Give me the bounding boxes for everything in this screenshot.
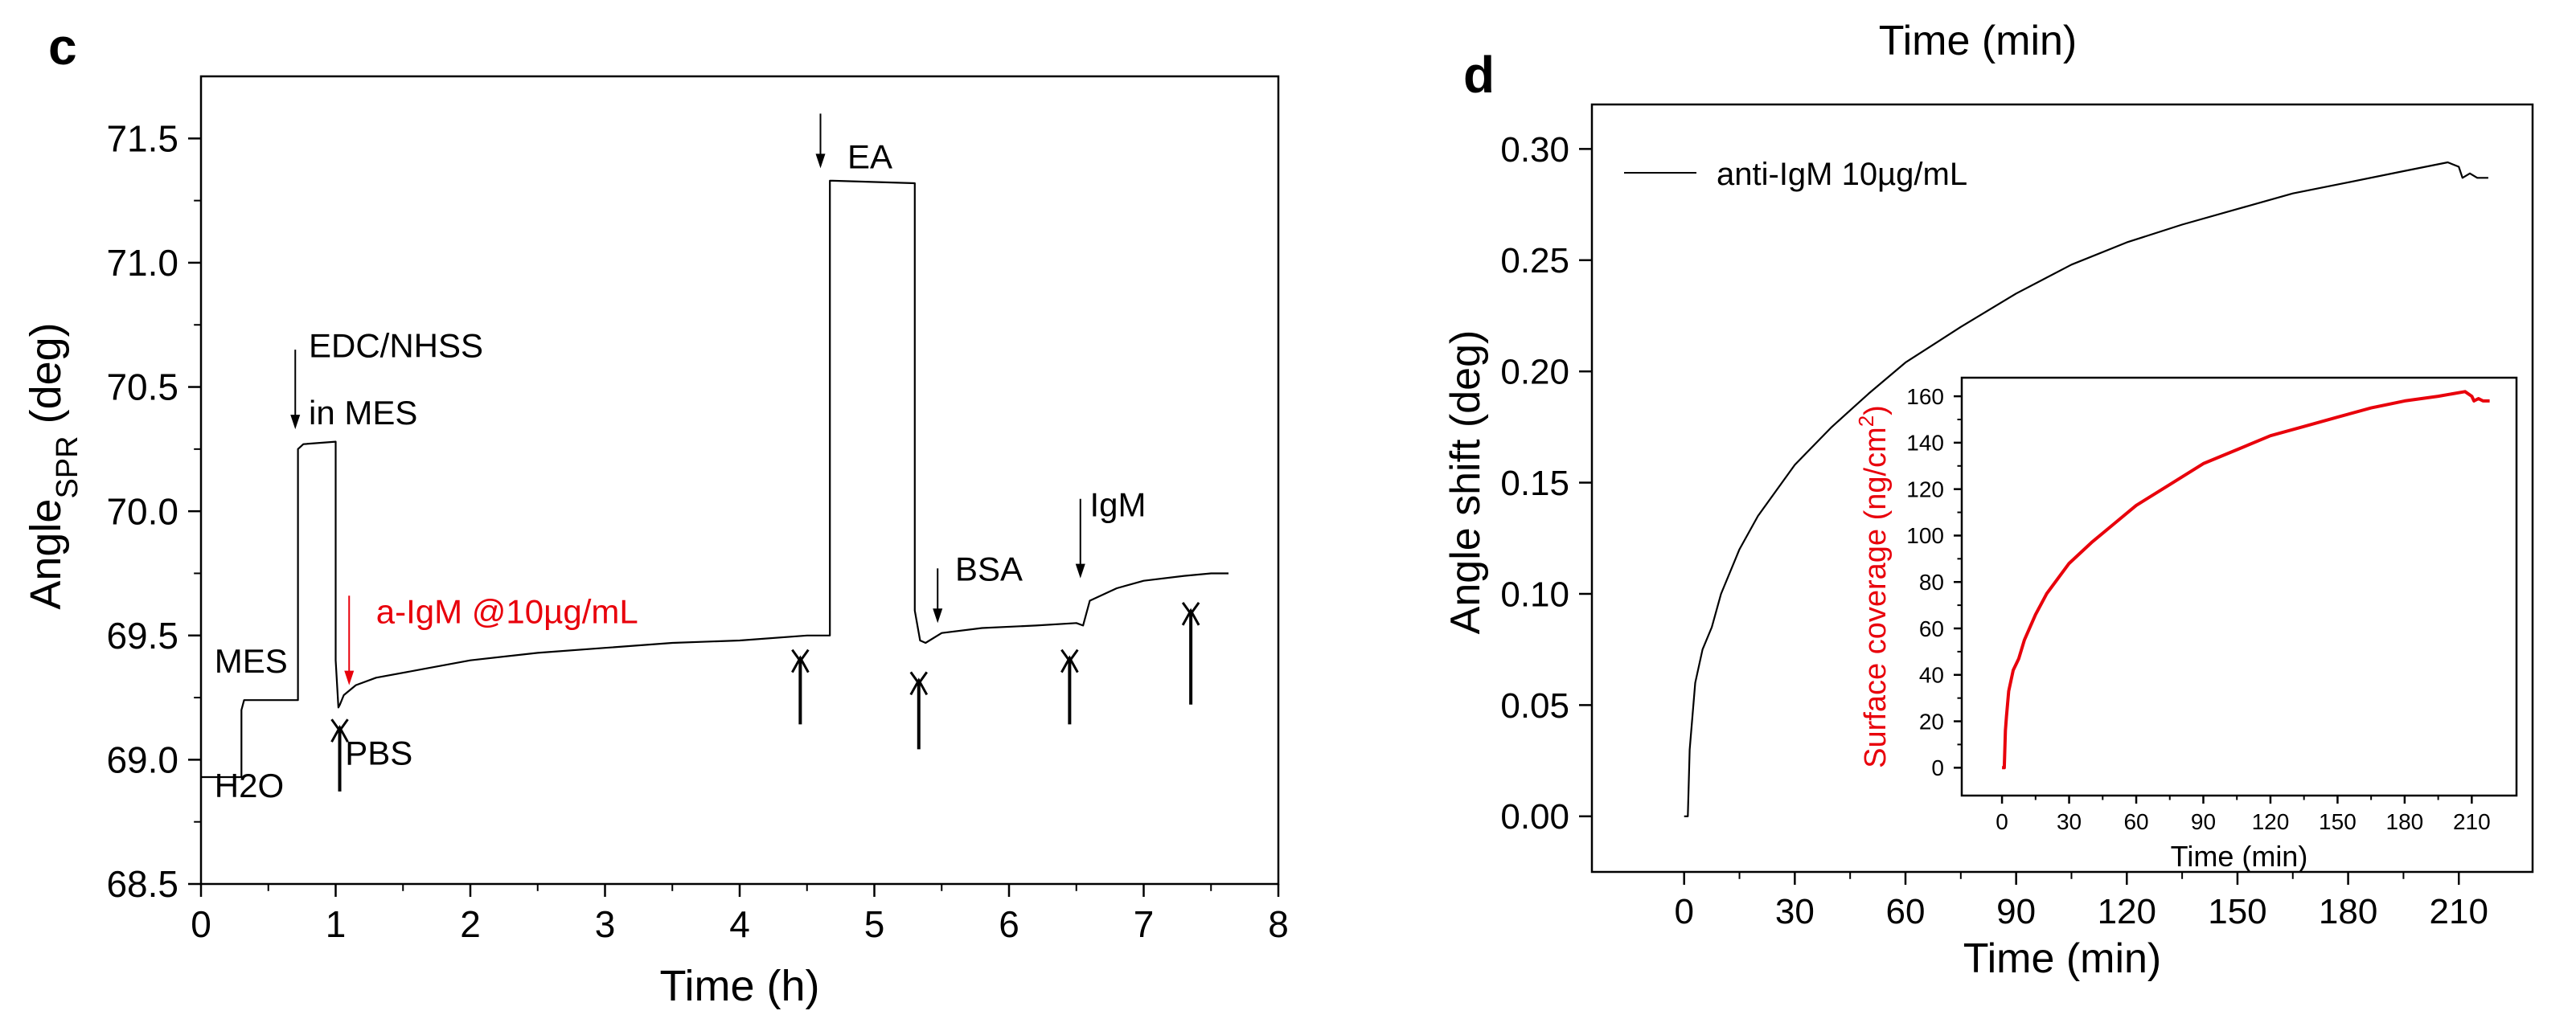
y-tick-label: 0.00 [1500, 797, 1569, 837]
up-marker-notch [1060, 649, 1079, 664]
inset-x-axis-label: Time (min) [2171, 840, 2308, 873]
up-marker-notch [909, 671, 929, 686]
y-tick-label: 40 [1919, 663, 1944, 688]
y-tick-label: 71.5 [106, 117, 178, 159]
injection-arrowhead [344, 670, 355, 685]
y-tick-label: 70.0 [106, 490, 178, 532]
up-marker-head [791, 655, 810, 673]
annotation-label: H2O [215, 767, 284, 804]
y-tick-label: 68.5 [106, 863, 178, 905]
inset-y-axis-label: Surface coverage (ng/cm2) [1854, 405, 1893, 768]
y-tick-label: 69.5 [106, 615, 178, 657]
y-tick-label: 0.20 [1500, 353, 1569, 392]
up-marker-head [909, 677, 929, 696]
y-tick-label: 0.25 [1500, 241, 1569, 280]
y-tick-label: 0.30 [1500, 130, 1569, 170]
angle-shift-trace [1684, 161, 2488, 817]
x-tick-label: 4 [729, 903, 750, 945]
y-tick-label: 120 [1906, 477, 1944, 501]
up-marker-notch [791, 649, 810, 664]
x-tick-label: 5 [864, 903, 885, 945]
y-tick-label: 60 [1919, 616, 1944, 641]
x-tick-label: 90 [2191, 809, 2216, 834]
x-tick-label: 180 [2319, 892, 2377, 931]
x-tick-label: 2 [460, 903, 481, 945]
y-tick-label: 0.10 [1500, 575, 1569, 614]
y-tick-label: 80 [1919, 570, 1944, 595]
x-tick-label: 150 [2319, 809, 2357, 834]
y-tick-label: 160 [1906, 384, 1944, 409]
up-marker-notch [1181, 601, 1200, 616]
x-tick-label: 6 [999, 903, 1019, 945]
x-tick-label: 30 [2057, 809, 2082, 834]
annotation-label: a-IgM @10µg/mL [376, 592, 638, 630]
x-tick-label: 210 [2453, 809, 2491, 834]
injection-arrowhead [290, 415, 301, 430]
y-tick-label: 0.05 [1500, 686, 1569, 726]
surface-coverage-trace [2002, 390, 2490, 770]
panel-c: c 0 1 2 3 4 5 6 7 8 68.5 69.0 69.5 70.0 70.5 71.0 71.5… [22, 18, 1289, 1010]
panel-d: d Time (min) 0 30 60 90 120 150 180 210 0.00 0.0… [1442, 18, 2534, 982]
inset-frame [1960, 376, 2518, 797]
up-marker-head [1181, 608, 1200, 626]
x-tick-label: 3 [595, 903, 616, 945]
y-tick-label: 140 [1906, 431, 1944, 456]
x-tick-label: 60 [2123, 809, 2148, 834]
annotation-label: IgM [1090, 485, 1146, 523]
x-tick-label: 120 [2252, 809, 2290, 834]
x-tick-label: 180 [2386, 809, 2424, 834]
y-axis-label-d: Angle shift (deg) [1442, 330, 1489, 635]
x-tick-label: 210 [2430, 892, 2488, 931]
x-tick-label: 0 [191, 903, 211, 945]
y-axis-label-c: AngleSPR (deg) [22, 322, 84, 609]
injection-arrowhead [933, 608, 943, 624]
annotation-label: EA [847, 137, 892, 175]
clipped-title-d: Time (min) [1879, 18, 2078, 64]
y-tick-label: 69.0 [106, 739, 178, 780]
x-tick-label: 1 [326, 903, 347, 945]
panel-letter-d: d [1463, 46, 1495, 104]
y-tick-label: 70.5 [106, 366, 178, 408]
annotation-label: EDC/NHSS [309, 326, 483, 364]
up-marker-notch [330, 718, 349, 733]
injection-arrowhead [815, 153, 826, 169]
x-tick-label: 0 [1996, 809, 2008, 834]
annotation-label: MES [215, 642, 288, 680]
x-tick-label: 120 [2098, 892, 2156, 931]
x-axis-label-d: Time (min) [1963, 935, 2162, 982]
injection-arrowhead [1075, 563, 1085, 579]
annotation-label: in MES [309, 394, 417, 432]
plot-frame-d [1590, 103, 2534, 874]
x-tick-label: 60 [1886, 892, 1926, 931]
y-tick-label: 0.15 [1500, 464, 1569, 503]
x-tick-label: 8 [1268, 903, 1289, 945]
panel-letter-c: c [48, 18, 77, 76]
x-axis-label-c: Time (h) [660, 962, 820, 1010]
y-tick-label: 100 [1906, 523, 1944, 548]
y-tick-label: 20 [1919, 709, 1944, 734]
x-tick-label: 150 [2208, 892, 2266, 931]
legend-label: anti-IgM 10µg/mL [1717, 157, 1967, 192]
up-marker-head [330, 725, 349, 743]
annotation-label: PBS [345, 735, 412, 772]
x-tick-label: 0 [1674, 892, 1693, 931]
x-tick-label: 7 [1134, 903, 1155, 945]
x-tick-label: 30 [1775, 892, 1815, 931]
x-tick-label: 90 [1996, 892, 2036, 931]
inset-chart: 0 30 60 90 120 150 180 210 0 20 40 60 80 100 120 140 16… [1854, 376, 2518, 873]
spr-angle-trace [201, 179, 1229, 779]
annotation-label: BSA [955, 550, 1023, 588]
y-tick-label: 0 [1931, 755, 1944, 780]
y-tick-label: 71.0 [106, 242, 178, 284]
up-marker-head [1060, 655, 1079, 673]
